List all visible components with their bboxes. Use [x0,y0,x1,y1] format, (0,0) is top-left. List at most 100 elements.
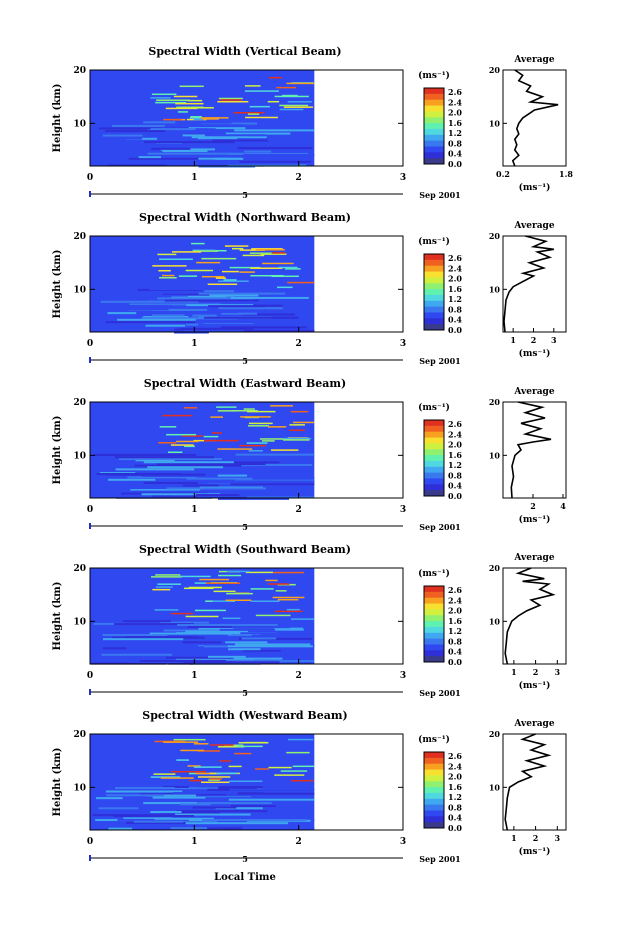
average-title: Average [513,387,554,397]
heatmap-cell [195,494,240,497]
heatmap-cell [271,252,286,254]
x-tick-label: 1 [191,339,197,349]
colorbar-tick-label: 2.6 [448,87,462,97]
heatmap-cell [216,772,238,775]
heatmap-cell [234,129,315,132]
heatmap-cell [152,265,187,267]
heatmap-cell [216,406,237,408]
heatmap-cell [100,300,164,303]
colorbar-swatch [424,425,444,433]
heatmap-cell [248,422,273,425]
heatmap-cell [162,414,193,417]
heatmap-cell [223,744,244,747]
heatmap-cell [175,102,204,105]
colorbar-tick-label: 0.0 [448,325,462,335]
heatmap-cell [144,141,235,144]
date-day: 5 [242,356,248,366]
plot-frame [89,401,404,499]
colorbar-swatch [424,134,444,142]
heatmap-cell [153,773,176,775]
colorbar-tick-label: 2.0 [448,108,462,118]
heatmap-cell [171,820,218,823]
heatmap-cell [127,476,197,479]
heatmap-cell [174,331,209,334]
heatmap-cell [250,600,280,602]
heatmap-cell [164,646,233,649]
heatmap-cell [143,481,198,484]
heatmap-cell [247,113,260,115]
average-frame [502,69,567,167]
colorbar-tick-label: 0.0 [448,823,462,833]
y-axis-label: Height (km) [52,416,63,485]
heatmap-cell [225,599,252,602]
colorbar-tick-label: 1.2 [448,294,462,304]
heatmap-cell [232,626,291,629]
heatmap-cell [212,139,268,142]
y-axis-label: Height (km) [52,748,63,817]
heatmap-cell [226,592,253,595]
heatmap-cell [117,818,189,821]
heatmap-cell [115,787,175,790]
heatmap-cell [201,781,230,784]
average-x-tick-label: 1.8 [559,169,573,179]
heatmap-cell [173,738,206,741]
colorbar-unit: (ms⁻¹) [418,70,450,81]
colorbar-swatch [424,460,444,468]
heatmap-cell [285,268,301,270]
colorbar-tick-label: 0.4 [448,481,462,491]
colorbar-tick-label: 0.8 [448,802,462,812]
panel-5: Spectral Width (Westward Beam) 0 1 2 3 20 10 He… [52,709,567,864]
heatmap-cell [154,609,179,611]
y-tick-label: 10 [73,451,86,461]
heatmap-cell [193,766,222,768]
heatmap-cell [159,277,177,279]
y-tick-label: 10 [73,617,86,627]
colorbar-swatch [424,792,444,800]
average-profile-line [504,733,552,831]
colorbar-swatch [424,283,444,290]
colorbar-swatch [424,490,444,497]
heatmap-cell [255,614,291,617]
colorbar-swatch [424,99,444,107]
heatmap-cell [237,147,313,150]
heatmap-cell [234,660,315,663]
heatmap-cell [198,292,286,295]
heatmap-cell [178,575,211,578]
colorbar-swatch [424,105,444,112]
heatmap-cell [151,576,182,578]
heatmap-cell [274,774,305,776]
colorbar-swatch [424,763,444,771]
heatmap-cell [223,279,237,281]
colorbar-tick-label: 1.6 [448,118,462,128]
colorbar-swatch [424,804,444,811]
average-frame [502,567,567,665]
heatmap-cell [192,249,216,251]
heatmap-cell [226,570,250,573]
colorbar-tick-label: 0.8 [448,636,462,646]
heatmap-cell [234,125,261,128]
heatmap-cell [156,463,266,466]
heatmap-cell [277,286,293,289]
colorbar-swatch [424,312,444,319]
date-day: 5 [242,522,248,532]
colorbar-swatch [424,752,444,759]
panel-2: Spectral Width (Northward Beam) 0 1 2 3 20 10 H… [52,211,567,366]
average-unit: (ms⁻¹) [519,514,551,525]
colorbar-swatch [424,822,444,829]
colorbar-unit: (ms⁻¹) [418,402,450,413]
colorbar-tick-label: 2.0 [448,772,462,782]
colorbar-swatch [424,466,444,474]
y-tick-label: 20 [73,730,86,740]
heatmap-cell [162,785,189,788]
heatmap-cell [291,779,314,782]
colorbar-swatch [424,632,444,640]
heatmap-cell [159,621,210,624]
heatmap-cell [141,310,238,313]
plot-frame [89,567,404,665]
y-tick-label: 20 [73,232,86,242]
heatmap-cell [177,111,188,113]
x-tick-label: 2 [296,173,302,183]
x-tick-label: 3 [400,505,406,515]
heatmap-cell [184,661,280,664]
